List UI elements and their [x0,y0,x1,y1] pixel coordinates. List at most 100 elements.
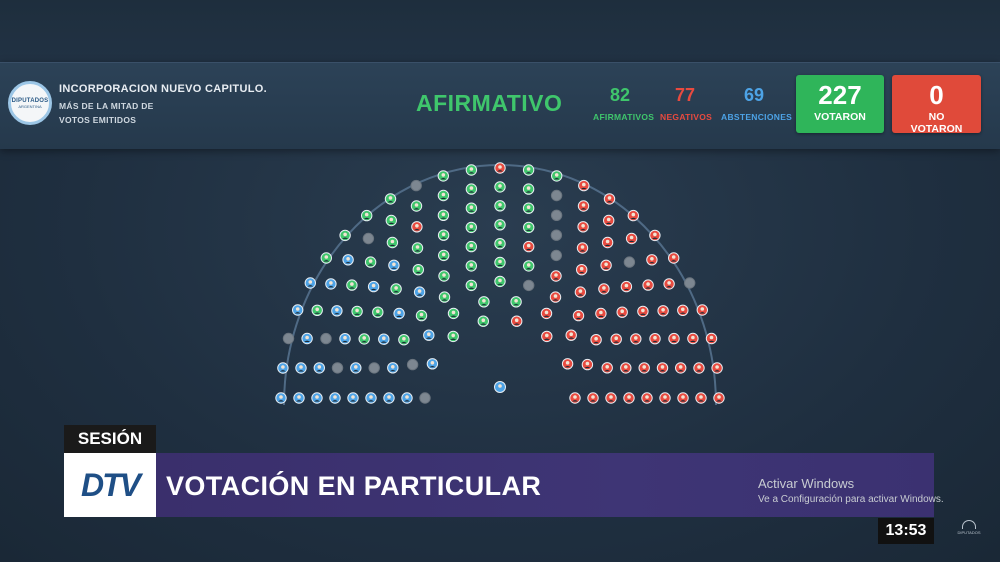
deputy-seat-icon [295,362,307,374]
presidency-seat-icon [494,381,506,393]
deputy-seat-icon [601,236,614,249]
deputy-seat-icon [523,240,535,253]
deputy-seat-icon [282,332,295,345]
deputy-seat-icon [304,277,316,289]
deputy-seat-icon [625,232,638,245]
deputy-seat-icon [325,278,337,290]
deputy-seat-icon [523,279,535,292]
deputy-seat-icon [437,170,449,182]
deputy-seat-icon [616,306,628,318]
deputy-seat-icon [351,305,363,318]
deputy-seat-icon [649,229,661,242]
deputy-seat-icon [447,330,459,343]
deputy-seat-icon [523,260,535,272]
deputy-seat-icon [423,329,435,341]
deputy-seat-icon [549,291,562,303]
deputy-seat-icon [465,183,478,195]
deputy-seat-icon [657,305,669,317]
deputy-seat-icon [387,362,399,374]
deputy-seat-icon [641,392,653,404]
deputy-seat-icon [601,362,613,374]
deputy-seat-icon [412,264,424,276]
deputy-seat-icon [684,277,696,289]
deputy-seat-icon [311,392,323,404]
vote-header-bar: DIPUTADOS ARGENTINA INCORPORACION NUEVO … [0,62,1000,149]
motion-sub-line2: VOTOS EMITIDOS [59,115,137,125]
deputy-seat-icon [523,221,535,234]
deputy-seat-icon [550,270,562,282]
logo-text: DIPUTADOS [11,97,49,104]
broadcast-clock: 13:53 [878,518,934,544]
deputy-seat-icon [610,333,622,345]
deputy-seat-icon [277,362,289,374]
deputy-seat-icon [465,221,477,234]
deputy-seat-icon [293,392,305,404]
deputy-seat-icon [320,252,332,264]
motion-title: INCORPORACION NUEVO CAPITULO. [59,83,267,95]
deputy-seat-icon [339,229,351,242]
deputy-seat-icon [347,392,359,404]
deputy-seat-icon [393,307,405,320]
deputy-seat-icon [410,200,423,212]
deputy-seat-icon [577,200,590,212]
deputy-seat-icon [675,362,687,374]
deputy-seat-icon [329,392,341,404]
deputy-seat-icon [600,259,612,271]
deputy-seat-icon [494,200,506,212]
deputy-seat-icon [550,189,563,202]
deputy-seat-icon [494,162,506,174]
deputy-seat-icon [649,333,661,345]
deputy-seat-icon [677,304,689,316]
deputy-seat-icon [510,296,522,308]
motion-sub-line1: MÁS DE LA MITAD DE [59,101,154,111]
abstenciones-count: 69 ABSTENCIONES [721,85,792,122]
deputy-seat-icon [630,333,642,345]
deputy-seat-icon [711,362,723,374]
dtv-logo-text: DTV [81,466,141,503]
no-votaron-value: 0 [929,80,944,110]
deputy-seat-icon [372,306,384,318]
deputy-seat-icon [598,283,610,295]
deputy-seat-icon [494,238,506,250]
deputy-seat-icon [494,256,506,269]
deputy-seat-icon [576,264,588,276]
deputy-seat-icon [465,202,478,214]
deputy-seat-icon [364,256,377,268]
deputy-seat-icon [378,333,390,345]
deputy-seat-icon [581,358,594,371]
deputy-seat-icon [362,232,375,245]
deputy-seat-icon [313,362,325,374]
votaron-value: 227 [818,80,862,110]
deputy-seat-icon [413,286,426,298]
deputy-seat-icon [419,392,431,404]
watermark-line2: Ve a Configuración para activar Windows. [758,494,944,505]
corner-logo-text: DIPUTADOS [957,530,981,535]
deputy-seat-icon [411,221,423,233]
deputy-seat-icon [603,193,616,205]
dtv-channel-logo: DTV [64,453,156,517]
votaron-box: 227 VOTARON [796,75,884,133]
deputy-seat-icon [465,240,477,253]
deputy-seat-icon [292,304,304,316]
deputy-seat-icon [331,362,344,374]
deputy-seat-icon [522,202,535,214]
deputy-seat-icon [437,189,450,202]
deputy-seat-icon [638,362,650,374]
deputy-seat-icon [398,334,410,346]
negativos-value: 77 [674,85,696,105]
lower-third-title: VOTACIÓN EN PARTICULAR [166,471,542,501]
deputy-seat-icon [550,249,562,262]
top-background [0,0,1000,62]
deputy-seat-icon [383,392,395,404]
deputy-seat-icon [620,362,632,374]
deputy-seat-icon [578,179,590,192]
motion-description: INCORPORACION NUEVO CAPITULO. MÁS DE LA … [59,83,267,127]
deputy-seat-icon [437,229,450,241]
deputy-seat-icon [541,330,553,343]
deputy-seat-icon [587,392,599,404]
deputy-seat-icon [415,309,428,322]
deputy-seat-icon [438,291,451,303]
watermark-line1: Activar Windows [758,476,855,491]
deputy-seat-icon [576,242,589,254]
deputy-seat-icon [342,254,354,266]
